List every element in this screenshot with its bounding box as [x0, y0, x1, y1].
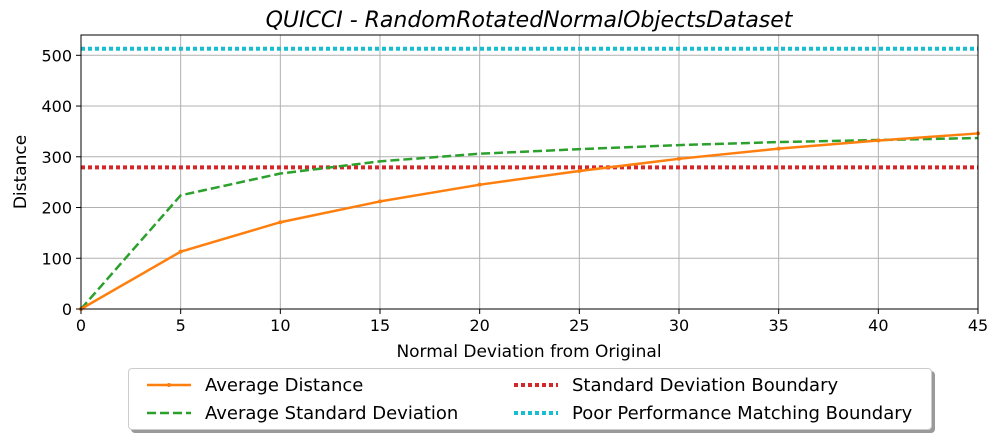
y-tick-label: 500 — [41, 46, 72, 65]
legend-swatch-average-standard-deviation — [147, 411, 191, 415]
data-point-average-distance — [278, 220, 283, 225]
data-point-average-distance — [677, 156, 681, 161]
legend-item-average-distance: Average Distance — [145, 372, 363, 398]
x-tick-label: 10 — [270, 316, 290, 335]
y-axis-label: Distance — [11, 135, 31, 209]
data-point-average-distance — [577, 168, 582, 173]
data-point-average-distance — [876, 138, 881, 143]
series-line-average-standard-deviation — [80, 136, 979, 310]
plot-frame — [80, 34, 979, 310]
y-tick-label: 300 — [41, 148, 72, 167]
x-tick-label: 30 — [669, 316, 689, 335]
grid — [80, 35, 979, 310]
legend-label: Poor Performance Matching Boundary — [572, 402, 913, 424]
x-tick-label: 45 — [968, 316, 988, 335]
y-tick-label: 100 — [41, 249, 72, 268]
legend-swatch-standard-deviation-boundary — [514, 383, 558, 387]
x-tick-label: 35 — [768, 316, 788, 335]
legend-item-standard-deviation-boundary: Standard Deviation Boundary — [512, 372, 838, 398]
legend: Average Distance Average Standard Deviat… — [128, 368, 932, 430]
y-tick-label: 0 — [62, 300, 72, 319]
y-tick-label: 400 — [41, 97, 72, 116]
x-tick-label: 20 — [469, 316, 489, 335]
legend-swatch-average-distance — [147, 383, 191, 387]
x-tick-label: 15 — [370, 316, 390, 335]
x-axis-label: Normal Deviation from Original — [396, 342, 661, 362]
x-tick-label: 25 — [569, 316, 589, 335]
x-tick-label: 0 — [76, 316, 86, 335]
legend-label: Average Distance — [205, 374, 364, 396]
legend-swatch-poor-performance-matching-boundary — [514, 411, 558, 415]
series-line-average-distance — [80, 132, 979, 311]
legend-item-poor-performance-matching-boundary: Poor Performance Matching Boundary — [512, 400, 912, 426]
ticks: 0 5 10 15 20 25 30 35 40 45 0 100 200 300 400 500 — [41, 46, 988, 335]
series-group — [79, 46, 980, 311]
data-point-average-distance — [477, 182, 482, 187]
legend-label: Average Standard Deviation — [205, 402, 459, 424]
x-tick-label: 40 — [868, 316, 888, 335]
chart-title: QUICCI - RandomRotatedNormalObjectsDatas… — [266, 8, 794, 33]
data-point-average-distance — [178, 249, 183, 254]
data-point-average-distance — [776, 146, 781, 151]
x-tick-label: 5 — [176, 316, 186, 335]
legend-label: Standard Deviation Boundary — [572, 374, 839, 396]
data-point-average-distance — [378, 199, 382, 204]
y-tick-label: 200 — [41, 199, 72, 218]
legend-item-average-standard-deviation: Average Standard Deviation — [145, 400, 458, 426]
